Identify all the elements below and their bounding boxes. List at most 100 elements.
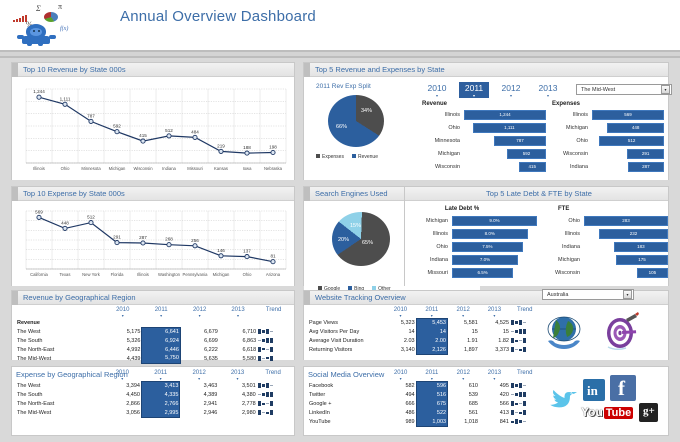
sparkline (510, 400, 540, 409)
row-label: Facebook (309, 383, 334, 389)
year-tab-2012[interactable]: 2012 ▾ (496, 82, 526, 98)
column-filter-2013[interactable]: ▾ (493, 313, 496, 319)
column-filter-2013[interactable]: ▾ (236, 376, 239, 382)
sparkline (257, 327, 290, 336)
table-revenue-region-wrap: 2010 2011 2012 2013 Trend ▾ ▾ ▾ ▾ Revenue The West… (12, 305, 294, 364)
col-header-2012[interactable]: 2012 (192, 307, 207, 313)
bar-row: Michigan 175 (540, 254, 668, 265)
cell-2012: 6,222 (204, 346, 218, 353)
bar-chart-icon (13, 14, 29, 22)
x-axis-label: Iowa (242, 166, 252, 171)
year-tab-2013[interactable]: 2013 ▾ (533, 82, 563, 98)
region-select[interactable]: The Mid-West ▾ (576, 84, 672, 95)
column-filter-2011[interactable]: ▾ (430, 313, 433, 318)
column-filter-2012[interactable]: ▾ (462, 376, 465, 382)
col-header-2013[interactable]: 2013 (231, 307, 245, 313)
column-filter-2012[interactable]: ▾ (198, 376, 201, 382)
late-debt-bars: Michigan 9.0% Illinois 8.0% Ohio 7.5% In… (407, 215, 537, 278)
revenue-group-title: Revenue (422, 101, 448, 107)
cell-2012: 2,941 (203, 401, 218, 407)
year-tab-2010[interactable]: 2010 ▾ (422, 82, 452, 98)
pie-slice-label-expenses: 34% (361, 108, 373, 114)
col-header-2011[interactable]: 2011 (425, 307, 439, 313)
bar-track: 569 (592, 109, 664, 120)
mascot-arm-left (17, 35, 24, 39)
cell-2012: 561 (468, 410, 478, 416)
col-header-2013[interactable]: 2013 (487, 370, 502, 376)
cell-2010: 494 (405, 392, 415, 398)
col-header-trend: Trend (517, 307, 533, 313)
col-header-2013[interactable]: 2013 (487, 307, 502, 313)
cell-2011: 2.00 (415, 336, 448, 346)
x-axis-label: Michigan (212, 272, 230, 277)
cell-2013: 6,710 (242, 328, 257, 335)
bar-row: Illinois 1,244 (422, 109, 546, 120)
col-header-2011[interactable]: 2011 (154, 370, 168, 376)
mascot-eye-right (38, 30, 40, 32)
column-filter-2010[interactable]: ▾ (121, 313, 124, 318)
cell-2010: 3,140 (400, 347, 415, 353)
line-chart: 569 448 512 291 287 268 256 146 137 81 California… (12, 201, 294, 286)
sparkline (257, 354, 290, 363)
cell-2013: 566 (499, 401, 509, 407)
country-select[interactable]: Australia ▾ (542, 289, 634, 300)
col-header-2012[interactable]: 2012 (192, 370, 206, 376)
col-header-2010[interactable]: 2010 (116, 307, 130, 313)
column-filter-2011[interactable]: ▾ (159, 376, 162, 381)
column-filter-2013[interactable]: ▾ (493, 376, 496, 382)
column-filter-2010[interactable]: ▾ (121, 376, 124, 382)
bar-track: 7.5% (452, 241, 537, 252)
column-filter-2013[interactable]: ▾ (237, 313, 240, 318)
column-filter-2012[interactable]: ▾ (198, 313, 201, 318)
chevron-down-icon[interactable]: ▾ (661, 85, 670, 94)
column-filter-2011[interactable]: ▾ (160, 313, 163, 318)
cell-2012: 685 (468, 401, 478, 407)
bar-track: 1,111 (464, 122, 546, 133)
filter-icon[interactable]: ▾ (472, 93, 475, 98)
expenses-bars: Illinois 569 Michigan 448 Ohio 512 Wisco… (552, 109, 664, 172)
svg-text:198: 198 (269, 145, 277, 150)
region-select-value: The Mid-West (581, 86, 616, 93)
header: Σ π % f(x) Annual Overview Dashboard (0, 0, 680, 50)
col-header-2010[interactable]: 2010 (393, 370, 408, 376)
col-header-2010[interactable]: 2010 (115, 370, 129, 376)
x-axis-label: Ohio (60, 166, 70, 171)
filter-icon[interactable]: ▾ (435, 93, 438, 98)
column-filter-2012[interactable]: ▾ (462, 313, 465, 319)
row-group-label: Revenue (17, 319, 40, 326)
year-filter-tabs[interactable]: 2010 ▾ 2011 ▾ 2012 ▾ 2013 ▾ (422, 82, 563, 98)
legend-item-other: Other (372, 286, 391, 292)
col-header-2013[interactable]: 2013 (230, 370, 245, 376)
cell-2012: 539 (468, 392, 478, 398)
year-tab-2011[interactable]: 2011 ▾ (459, 82, 489, 98)
bar-row: Minnesota 787 (422, 135, 546, 146)
col-header-2010[interactable]: 2010 (393, 307, 408, 313)
x-axis-label: California (30, 272, 48, 277)
bar-label: Missouri (427, 269, 448, 276)
col-header-2012[interactable]: 2012 (456, 370, 470, 376)
filter-icon[interactable]: ▾ (546, 93, 549, 98)
table-row: Facebook 582 596 610 495 (308, 381, 540, 391)
row-label: The South (17, 337, 43, 344)
x-axis-label: Texas (59, 272, 71, 277)
bar-value: 1,244 (464, 109, 546, 120)
filter-icon[interactable]: ▾ (509, 93, 512, 98)
cell-2011: 6,641 (141, 326, 181, 336)
line-chart: 1,244 1,111 787 592 415 512 484 219 188 198 Illin… (12, 77, 294, 180)
bar-track: 415 (464, 161, 546, 172)
column-filter-2011[interactable]: ▾ (430, 376, 433, 381)
svg-text:256: 256 (191, 238, 199, 243)
col-header-2011[interactable]: 2011 (154, 307, 168, 313)
page-title: Annual Overview Dashboard (120, 8, 316, 25)
cell-2010: 582 (405, 383, 415, 389)
col-header-2012[interactable]: 2012 (456, 307, 470, 313)
chevron-down-icon[interactable]: ▾ (623, 290, 632, 299)
table-row: The South 5,326 6,924 6,699 6,863 (16, 336, 290, 345)
fte-group: FTE Ohio 283 Illinois 232 Indiana 183 Mi… (540, 206, 668, 280)
sparkline (257, 409, 290, 418)
col-header-2011[interactable]: 2011 (425, 370, 439, 376)
column-filter-2010[interactable]: ▾ (399, 313, 402, 319)
column-filter-2010[interactable]: ▾ (399, 376, 402, 382)
x-axis-label: Minnesota (81, 166, 101, 171)
cell-2011: 4,335 (140, 390, 181, 400)
